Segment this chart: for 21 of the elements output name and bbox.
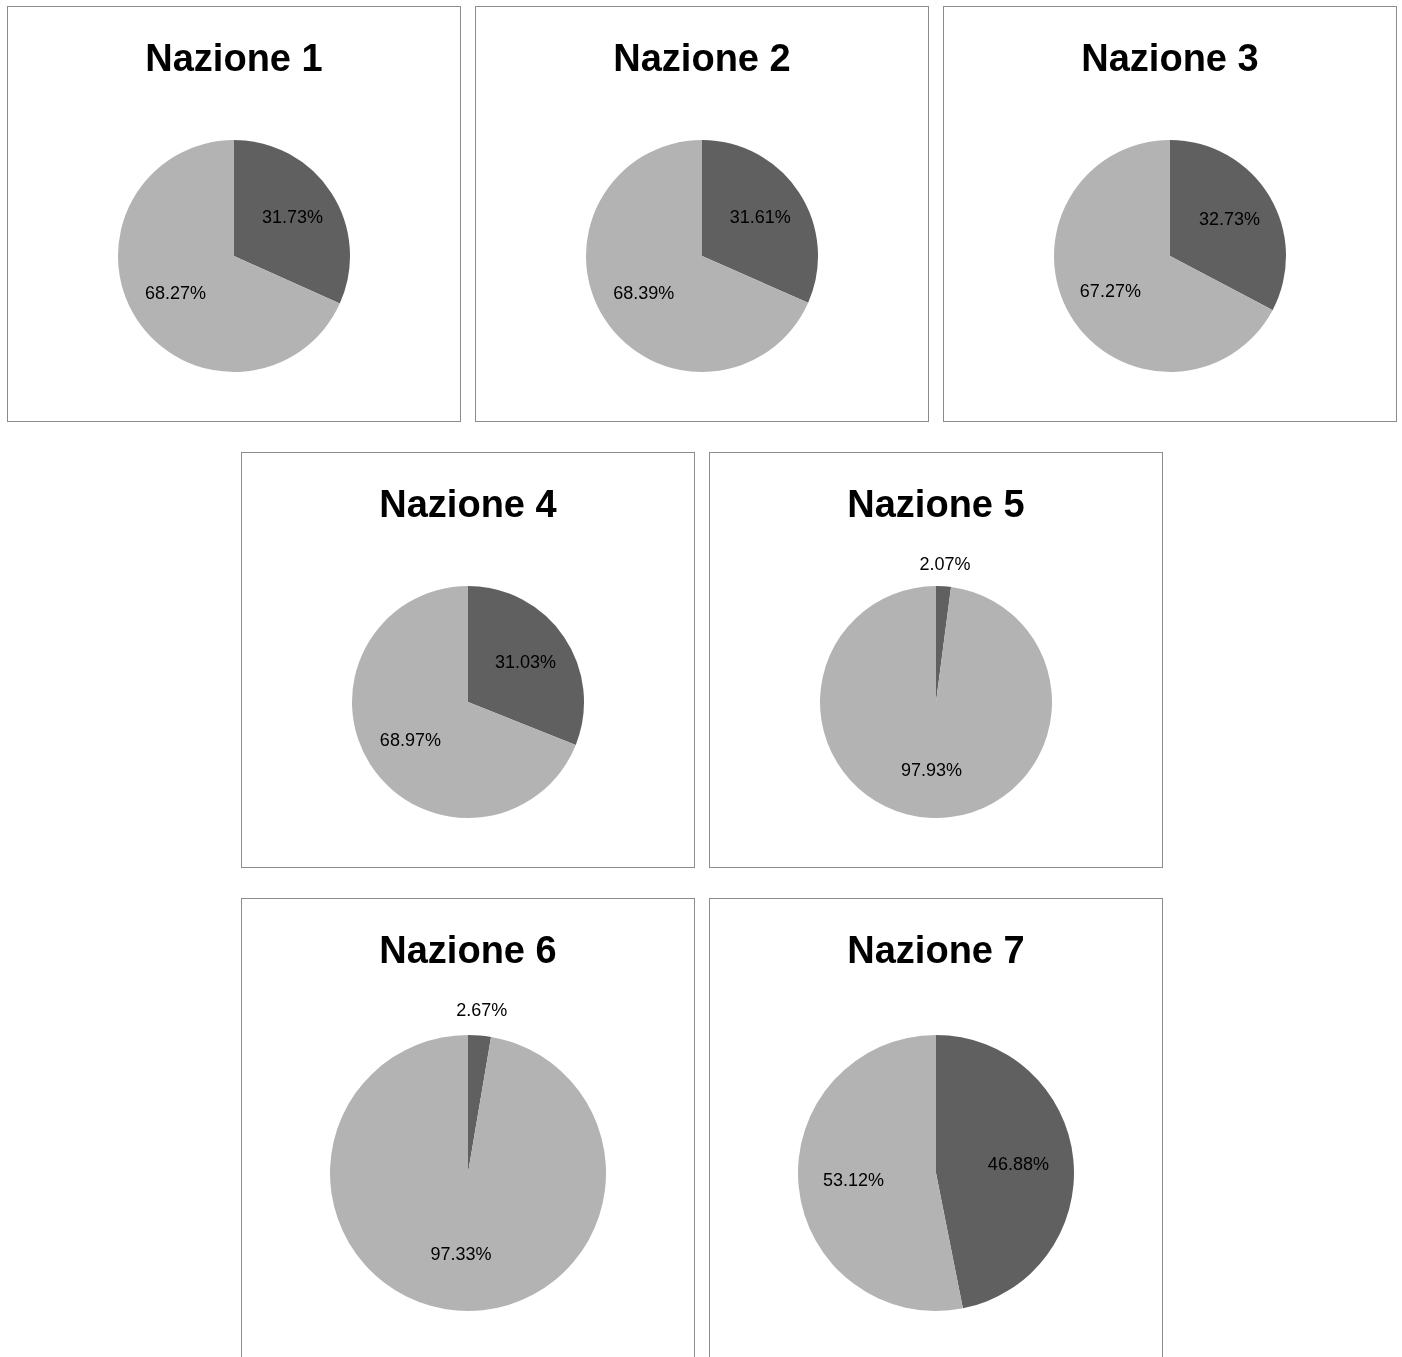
data-label: 68.97% (379, 730, 441, 751)
data-label: 53.12% (823, 1170, 885, 1191)
data-label: 46.88% (987, 1153, 1049, 1174)
data-label: 31.61% (729, 206, 791, 227)
chart-title: Nazione 6 (378, 929, 558, 972)
chart-title: Nazione 4 (378, 483, 558, 526)
chart-title: Nazione 1 (144, 37, 324, 80)
data-label: 97.93% (900, 760, 963, 781)
data-label: 2.07% (919, 554, 971, 575)
chart-title: Nazione 2 (612, 37, 792, 80)
data-label: 97.33% (430, 1244, 492, 1265)
chart-title: Nazione 3 (1080, 37, 1260, 80)
data-label: 68.27% (145, 282, 207, 303)
chart-title: Nazione 7 (846, 929, 1026, 972)
chart-title: Nazione 5 (846, 483, 1026, 526)
data-label: 31.03% (495, 651, 557, 672)
data-label: 31.73% (261, 207, 323, 228)
data-label: 67.27% (1079, 280, 1141, 301)
data-label: 68.39% (613, 282, 675, 303)
data-label: 2.67% (456, 999, 508, 1020)
data-label: 32.73% (1199, 209, 1261, 230)
